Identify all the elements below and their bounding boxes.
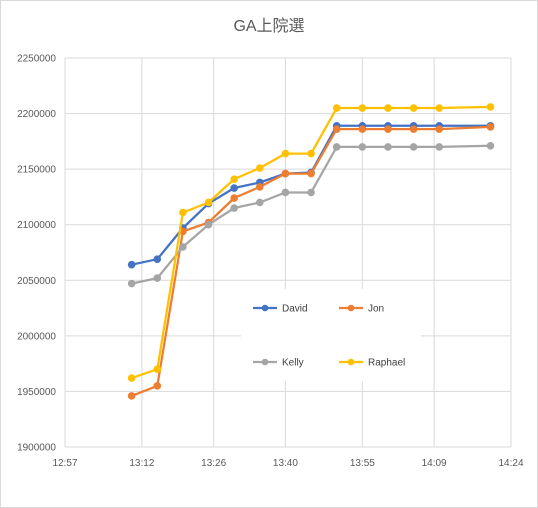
data-point-raphael (204, 198, 213, 207)
y-tick-label: 2250000 (17, 54, 56, 65)
y-tick-label: 2150000 (17, 165, 56, 176)
series-line-kelly (130, 144, 492, 285)
data-point-raphael (256, 164, 264, 172)
data-point-jon (307, 169, 315, 178)
x-tick-label: 13:12 (129, 458, 154, 469)
y-tick-label: 1900000 (17, 443, 56, 454)
x-tick-label: 13:55 (350, 458, 375, 469)
y-tick-label: 2050000 (17, 276, 56, 287)
data-point-kelly (230, 204, 238, 212)
data-point-kelly (281, 188, 290, 197)
data-point-kelly (435, 143, 444, 151)
data-point-kelly (358, 143, 367, 151)
data-point-kelly (256, 198, 264, 207)
legend-marker-kelly (261, 358, 269, 366)
x-tick-label: 14:24 (498, 458, 523, 469)
data-point-david (153, 255, 162, 263)
legend-box (241, 289, 421, 381)
data-point-kelly (127, 279, 136, 288)
y-tick-label: 2000000 (17, 331, 56, 342)
data-point-jon (409, 125, 418, 133)
data-point-raphael (153, 365, 162, 374)
legend-label-david: David (282, 304, 308, 315)
legend-marker-raphael (347, 358, 355, 366)
y-tick-label: 1950000 (17, 387, 56, 398)
data-point-jon (486, 123, 495, 131)
data-point-jon (153, 382, 162, 390)
data-point-jon (230, 194, 238, 202)
y-tick-label: 2100000 (17, 220, 56, 231)
data-point-kelly (204, 220, 213, 229)
data-point-raphael (307, 149, 315, 158)
data-point-david (127, 260, 136, 269)
data-point-raphael (332, 104, 341, 112)
data-point-kelly (179, 243, 187, 251)
legend: David Jon Kelly Raphael (241, 289, 421, 381)
x-tick-label: 14:09 (422, 458, 447, 469)
gridlines (64, 57, 512, 448)
legend-label-jon: Jon (368, 304, 384, 315)
series-line-raphael (130, 105, 492, 380)
data-point-jon (384, 125, 392, 133)
y-tick-label: 2200000 (17, 109, 56, 120)
data-point-jon (435, 125, 444, 133)
data-point-kelly (486, 142, 495, 150)
data-point-jon (358, 125, 367, 133)
data-point-david (230, 184, 238, 192)
data-point-jon (256, 183, 264, 191)
x-tick-label: 12:57 (52, 458, 77, 469)
axis-tick-labels: 1900000 1950000 2000000 2050000 2100000 21500… (17, 54, 524, 470)
data-point-raphael (486, 103, 495, 111)
data-point-raphael (384, 104, 392, 112)
data-point-kelly (307, 188, 315, 197)
data-point-jon (332, 125, 341, 133)
legend-marker-david (261, 304, 269, 312)
data-point-raphael (358, 104, 367, 112)
series-lines (127, 103, 495, 400)
data-point-raphael (179, 208, 187, 217)
data-point-kelly (153, 274, 162, 282)
data-point-raphael (409, 104, 418, 112)
data-point-raphael (230, 175, 238, 183)
legend-marker-jon (347, 304, 355, 312)
data-point-raphael (127, 374, 136, 382)
data-point-jon (281, 169, 290, 178)
x-tick-label: 13:26 (201, 458, 226, 469)
data-point-raphael (435, 104, 444, 112)
data-point-kelly (409, 143, 418, 151)
data-point-jon (127, 392, 136, 400)
x-tick-label: 13:40 (273, 458, 298, 469)
data-point-kelly (332, 143, 341, 151)
legend-label-kelly: Kelly (282, 358, 304, 369)
series-line-jon (130, 125, 492, 398)
data-point-raphael (281, 149, 290, 158)
legend-label-raphael: Raphael (368, 358, 405, 369)
chart-title: GA上院選 (233, 17, 304, 35)
data-point-kelly (384, 143, 392, 151)
